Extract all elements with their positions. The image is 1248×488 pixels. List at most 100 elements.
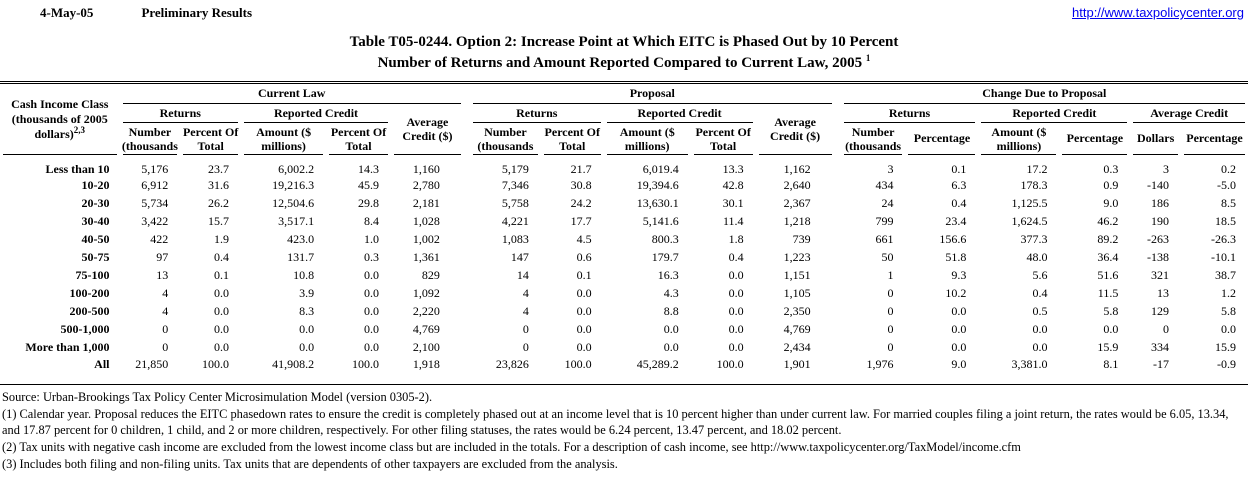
cell: 15.9 [1215,340,1236,354]
cell: 0.1 [214,268,230,282]
cell: 0.0 [214,322,230,336]
cell: 10.2 [945,286,967,300]
cell: 0.0 [299,322,315,336]
cell: -10.1 [1211,250,1236,264]
cell: 0 [1162,322,1169,336]
section-change: Change Due to Proposal [841,83,1248,104]
cell: -17 [1152,356,1169,371]
cell: 0.5 [1032,304,1048,318]
cell: 0.4 [728,250,744,264]
cell: 2,350 [783,304,811,318]
status-label: Preliminary Results [141,5,253,20]
cell: 0.4 [214,250,230,264]
cell: 3,517.1 [278,214,315,228]
cell: 8.4 [363,214,379,228]
row-label: 500-1,000 [60,322,110,336]
cell: 11.5 [1097,286,1119,300]
group-average-credit: Average Credit [1130,104,1248,123]
cell: 4.3 [663,286,679,300]
date-label: 4-May-05 [40,5,94,20]
cell: 23,826 [495,356,529,371]
row-label: 50-75 [81,250,110,264]
cell: 0.0 [728,340,744,354]
cell: 30.8 [570,178,592,192]
table-row: 10-20 6,912 31.6 19,216.3 45.9 2,780 7,346 30.8… [0,177,1248,195]
row-label: 200-500 [69,304,110,318]
cell: 14 [516,268,529,282]
cell: 0 [522,340,529,354]
cell: 0.0 [299,340,315,354]
cell: 829 [421,268,440,282]
cell: 1,624.5 [1011,214,1048,228]
cell: 0.4 [951,196,967,210]
footnote-1: (1) Calendar year. Proposal reduces the … [2,406,1229,437]
cell: 9.0 [951,356,967,371]
cell: 1.9 [214,232,230,246]
cell: 1.8 [728,232,744,246]
col-amount: Amount ($ millions) [604,123,691,155]
source-note: Source: Urban-Brookings Tax Policy Cente… [2,389,433,404]
cell: 19,394.6 [636,178,679,192]
cell: 0.0 [728,268,744,282]
group-reported-credit: Reported Credit [604,104,756,123]
col-number: Number (thousands [120,123,181,155]
cell: 6,019.4 [642,161,679,176]
row-label: 10-20 [81,178,110,192]
cell: 0 [162,340,169,354]
table-row: 500-1,000 0 0.0 0.0 0.0 4,769 0 0.0 0.0 0.0 4,769 0… [0,321,1248,339]
cell: 11.4 [723,214,744,228]
cell: 1 [887,268,894,282]
taxpolicycenter-link[interactable]: http://www.taxpolicycenter.org [1072,5,1244,20]
cell: 14.3 [357,161,379,176]
cell: 5,179 [501,161,529,176]
cell: -138 [1146,250,1169,264]
cell: 0.2 [1221,161,1236,176]
cell: 42.8 [722,178,744,192]
col-percent-of-total: Percent Of Total [326,123,391,155]
footnotes: Source: Urban-Brookings Tax Policy Cente… [0,385,1248,472]
cell: 5,176 [141,161,169,176]
cell: 2,434 [783,340,811,354]
cell: 3.9 [299,286,315,300]
cell: 186 [1150,196,1169,210]
col-average-credit: Average Credit ($) [756,104,835,155]
cell: 89.2 [1097,232,1119,246]
cell: 51.8 [945,250,967,264]
cell: 4,769 [412,322,440,336]
cell: 1,105 [783,286,811,300]
cell: 97 [156,250,169,264]
cell: 45.9 [357,178,379,192]
col-number: Number (thousands [841,123,906,155]
cell: 3 [1162,161,1169,176]
cell: 2,780 [412,178,440,192]
cell: 6.3 [951,178,967,192]
cell: 4 [162,304,169,318]
cell: 17.2 [1026,161,1048,176]
cell: 5.8 [1103,304,1119,318]
group-reported-credit: Reported Credit [978,104,1130,123]
cell: 800.3 [651,232,679,246]
cell: 5.8 [1221,304,1236,318]
cell: 0.1 [951,161,967,176]
corner-header: Cash Income Class (thousands of 2005 dol… [0,83,120,155]
cell: 8.1 [1103,356,1119,371]
cell: 1,083 [501,232,529,246]
cell: 661 [875,232,894,246]
eitc-table: Cash Income Class (thousands of 2005 dol… [0,81,1248,385]
table-row: 20-30 5,734 26.2 12,504.6 29.8 2,181 5,758 24.2… [0,195,1248,213]
cell: 23.4 [945,214,967,228]
group-returns: Returns [120,104,242,123]
cell: 9.0 [1103,196,1119,210]
cell: 0.9 [1103,178,1119,192]
cell: 24.2 [570,196,592,210]
cell: 0.4 [1032,286,1048,300]
cell: 147 [510,250,529,264]
col-average-credit: Average Credit ($) [391,104,464,155]
row-label: More than 1,000 [25,340,110,354]
cell: 0.3 [363,250,379,264]
cell: 4,769 [783,322,811,336]
col-amount: Amount ($ millions) [978,123,1059,155]
cell: 190 [1150,214,1169,228]
cell: 0.3 [1103,161,1119,176]
cell: 29.8 [357,196,379,210]
